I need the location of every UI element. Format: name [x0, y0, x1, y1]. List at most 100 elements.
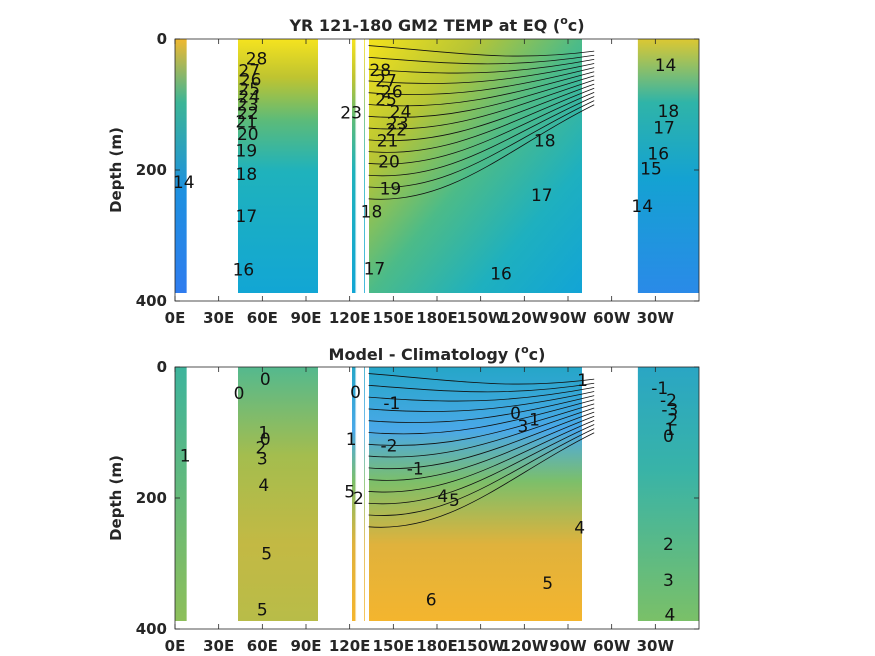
contour-label: -1 — [383, 394, 400, 414]
contour-label: 20 — [237, 125, 259, 145]
contour-label: 19 — [236, 141, 258, 161]
contour-line — [368, 403, 595, 446]
y-tick-label: 400 — [136, 292, 167, 310]
contour-label: 24 — [238, 88, 260, 108]
title-main: YR 121-180 GM2 TEMP at EQ ( — [288, 16, 560, 35]
contour-line — [368, 58, 595, 74]
title-unit: c) — [529, 345, 546, 364]
contour-label: 18 — [236, 165, 258, 185]
contour-label: -2 — [660, 391, 677, 411]
x-tick-label: 120W — [500, 309, 548, 327]
contour-label: 17 — [531, 186, 553, 206]
contour-label: -1 — [651, 379, 668, 399]
field-segment — [175, 367, 188, 621]
x-tick-label: 90W — [549, 309, 587, 327]
contour-label: 3 — [517, 417, 528, 437]
contour-label: 1 — [258, 424, 269, 444]
y-tick-label: 0 — [157, 30, 167, 48]
field-segment — [637, 39, 699, 293]
contour-label: 3 — [257, 450, 268, 470]
contour-line — [368, 382, 595, 393]
title-main: Model - Climatology ( — [329, 345, 522, 364]
contour-line — [368, 399, 595, 435]
field-segment — [352, 39, 357, 293]
contour-label: 5 — [261, 545, 272, 565]
land-mask — [322, 367, 352, 629]
field-segment — [352, 367, 357, 621]
contour-label: 0 — [260, 430, 271, 450]
contour-label: 24 — [390, 103, 412, 123]
contour-line — [368, 75, 595, 118]
title-superscript: o — [521, 343, 529, 356]
field-segment — [369, 39, 582, 293]
x-tick-label: 120E — [329, 309, 371, 327]
panel-title: YR 121-180 GM2 TEMP at EQ (oc) — [288, 14, 584, 35]
panel-anomaly: Model - Climatology (oc) Depth (m) 00102… — [107, 343, 700, 655]
x-tick-label: 180E — [416, 309, 458, 327]
contour-label: 4 — [258, 476, 269, 496]
contour-line — [368, 415, 595, 481]
contour-label: 5 — [542, 574, 553, 594]
contour-labels: 2827262524232221201918171614232827262524… — [173, 50, 679, 285]
contour-line — [368, 373, 595, 385]
contour-label: 1 — [664, 420, 675, 440]
x-tick-label: 0E — [165, 309, 186, 327]
contour-label: 4 — [437, 487, 448, 507]
contour-line — [368, 407, 595, 458]
contour-label: 6 — [426, 591, 437, 611]
contour-label: 14 — [655, 56, 677, 76]
contour-line — [368, 104, 595, 200]
contour-label: 14 — [631, 197, 653, 217]
contour-line — [368, 71, 595, 107]
x-tick-label: 60W — [593, 309, 631, 327]
x-tick-label: 30E — [203, 309, 234, 327]
contour-label: 22 — [237, 104, 259, 124]
contour-label: 0 — [663, 427, 674, 447]
contour-label: 17 — [236, 207, 258, 227]
contour-line — [368, 432, 595, 528]
land-mask — [359, 367, 365, 629]
x-tick-label: 30W — [637, 637, 675, 655]
contour-label: 18 — [361, 202, 383, 222]
y-tick-label: 0 — [157, 358, 167, 376]
x-tick-label: 30W — [637, 309, 675, 327]
contour-label: 16 — [647, 145, 669, 165]
contour-label: 2 — [663, 535, 674, 555]
field-segment — [238, 39, 318, 293]
contour-label: 23 — [387, 114, 409, 134]
contour-label: 2 — [255, 439, 266, 459]
contour-line — [368, 83, 595, 142]
title-superscript: o — [560, 14, 568, 27]
land-mask — [186, 39, 237, 301]
land-mask — [597, 367, 638, 629]
contour-label: 3 — [663, 571, 674, 591]
contour-label: 14 — [173, 173, 195, 193]
y-axis-label: Depth (m) — [107, 455, 125, 541]
contour-label: 17 — [364, 259, 386, 279]
land-mask — [597, 39, 638, 301]
contour-label: 26 — [381, 82, 403, 102]
contour-label: 21 — [377, 132, 399, 152]
x-tick-label: 150E — [373, 637, 415, 655]
contour-line — [368, 391, 595, 412]
x-tick-label: 90W — [549, 637, 587, 655]
contour-label: 1 — [180, 446, 191, 466]
contour-label: 2 — [353, 489, 364, 509]
contour-line — [368, 63, 595, 84]
land-mask — [359, 39, 365, 301]
x-tick-label: 60E — [247, 637, 278, 655]
panel-title: Model - Climatology (oc) — [329, 343, 546, 364]
x-tick-label: 150E — [373, 309, 415, 327]
field-segment — [637, 367, 699, 621]
y-tick-label: 200 — [136, 161, 167, 179]
x-tick-label: 150W — [457, 637, 505, 655]
contour-label: 4 — [574, 518, 585, 538]
contour-label: 25 — [238, 80, 260, 100]
contour-label: 26 — [240, 71, 262, 91]
title-unit: c) — [568, 16, 585, 35]
land-mask — [355, 367, 357, 629]
contour-label: 1 — [577, 371, 588, 391]
contour-label: 0 — [350, 383, 361, 403]
contour-label: 28 — [246, 50, 268, 70]
